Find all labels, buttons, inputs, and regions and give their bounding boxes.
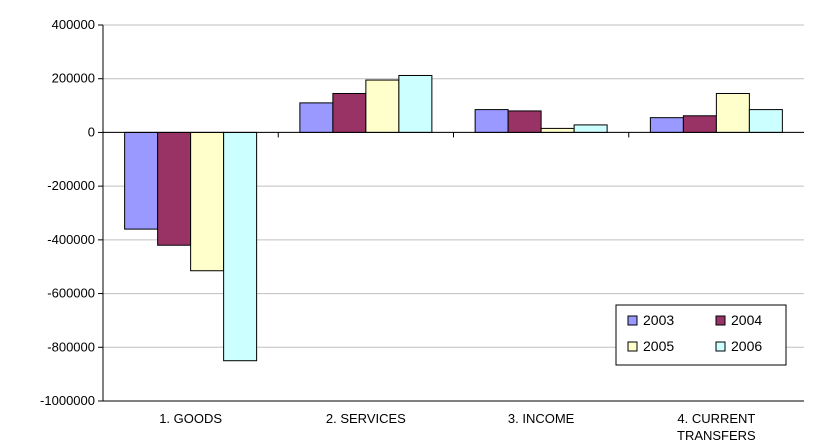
category-label: 4. CURRENT TRANSFERS (677, 411, 756, 443)
axes (98, 24, 804, 402)
y-tick-label: -600000 (47, 286, 95, 301)
legend-swatch-2003 (627, 315, 638, 326)
legend-box (615, 304, 787, 366)
y-tick-label: 200000 (52, 71, 95, 86)
legend-swatch-2004 (715, 315, 726, 326)
bar-2005-3 (540, 127, 575, 133)
y-tick-label: 400000 (52, 17, 95, 32)
bar-2003-1 (124, 131, 159, 230)
category-label-line: 2. SERVICES (326, 411, 406, 426)
category-label-line: 3. INCOME (508, 411, 575, 426)
category-label-line: 1. GOODS (159, 411, 222, 426)
bar-2003-2 (299, 102, 334, 133)
legend-swatch-2006 (715, 341, 726, 352)
legend-label: 2006 (731, 338, 762, 354)
legend-label: 2004 (731, 312, 762, 328)
y-tick-labels: 400000 200000 0 -200000 -400000 -600000 -80000… (40, 17, 95, 408)
bar-2005-2 (365, 79, 400, 133)
category-label-line: TRANSFERS (677, 428, 756, 443)
category-label: 3. INCOME (508, 411, 575, 426)
bar-2003-3 (474, 109, 509, 133)
bar-2004-4 (682, 115, 717, 133)
y-tick-label: -800000 (47, 339, 95, 354)
bar-2005-4 (715, 92, 750, 133)
category-label: 2. SERVICES (326, 411, 406, 426)
y-tick-label: -400000 (47, 232, 95, 247)
y-tick-label: 0 (88, 124, 95, 139)
bar-2004-2 (332, 92, 367, 133)
y-tick-label: -1000000 (40, 393, 95, 408)
bar-2006-4 (748, 109, 783, 133)
bars (124, 74, 783, 362)
bar-2003-4 (649, 117, 684, 133)
legend-swatch-2005 (627, 341, 638, 352)
bar-2004-1 (157, 131, 192, 246)
y-tick-label: -200000 (47, 178, 95, 193)
bar-2006-1 (223, 131, 258, 362)
category-labels: 1. GOODS 2. SERVICES 3. INCOME 4. CURRENT TR… (159, 411, 756, 443)
bar-2006-3 (573, 124, 608, 133)
legend-label: 2003 (643, 312, 674, 328)
legend-label: 2005 (643, 338, 674, 354)
bar-2005-1 (190, 131, 225, 272)
bar-2006-2 (398, 74, 433, 133)
category-label: 1. GOODS (159, 411, 222, 426)
bar-2004-3 (507, 110, 542, 133)
legend: 2003 2004 2005 2006 (615, 304, 787, 366)
category-label-line: 4. CURRENT (677, 411, 755, 426)
